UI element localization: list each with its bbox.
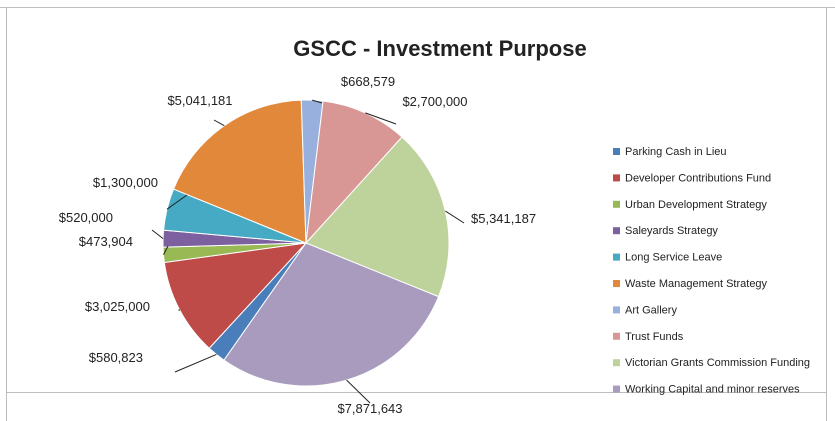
chart-border-right <box>826 7 827 421</box>
legend-swatch <box>613 359 620 367</box>
legend-swatch <box>613 280 620 287</box>
data-label-art-gallery: $668,579 <box>341 74 395 89</box>
leader-line-parking-cash-in-lieu <box>174 353 217 373</box>
legend-item-working-capital-and-minor-reserves: Working Capital and minor reserves <box>613 384 800 396</box>
data-label-working-capital-and-minor-reserves: $7,871,643 <box>337 401 402 416</box>
leader-line-art-gallery <box>312 99 323 104</box>
data-labels: $580,823 $3,025,000 $473,904 $520,000 $1,300… <box>59 74 536 416</box>
legend-item-victorian-grants-commission-funding: Victorian Grants Commission Funding <box>613 357 810 369</box>
chart-border-left <box>6 7 7 421</box>
data-label-parking-cash-in-lieu: $580,823 <box>89 350 143 365</box>
leader-line-victorian-grants-commission-funding <box>445 210 465 224</box>
data-label-trust-funds: $2,700,000 <box>402 94 467 109</box>
legend-label: Developer Contributions Fund <box>625 172 771 184</box>
data-label-urban-development-strategy: $473,904 <box>79 234 133 249</box>
legend-label: Long Service Leave <box>625 252 722 264</box>
legend-item-parking-cash-in-lieu: Parking Cash in Lieu <box>613 146 727 158</box>
legend-item-urban-development-strategy: Urban Development Strategy <box>613 199 767 211</box>
pie-slice-developer-contributions-fund <box>163 242 308 349</box>
leader-line-trust-funds <box>365 112 397 125</box>
data-label-victorian-grants-commission-funding: $5,341,187 <box>471 211 536 226</box>
legend-item-saleyards-strategy: Saleyards Strategy <box>613 225 718 237</box>
pie-slices <box>162 99 450 387</box>
legend-item-art-gallery: Art Gallery <box>613 304 677 316</box>
legend-swatch <box>613 148 620 155</box>
legend-swatch <box>613 200 620 208</box>
legend-item-developer-contributions-fund: Developer Contributions Fund <box>613 172 771 184</box>
legend-swatch <box>613 332 620 340</box>
legend-label: Parking Cash in Lieu <box>625 146 727 158</box>
chart-border-bottom <box>6 392 827 393</box>
leader-lines <box>151 99 465 404</box>
legend-swatch <box>613 174 620 182</box>
chart-title: GSCC - Investment Purpose <box>293 36 586 61</box>
chart-border-top <box>0 7 835 8</box>
legend-swatch <box>613 385 620 393</box>
legend-label: Victorian Grants Commission Funding <box>625 357 810 369</box>
leader-line-saleyards-strategy <box>151 229 164 239</box>
legend-swatch <box>613 306 620 314</box>
data-label-saleyards-strategy: $520,000 <box>59 210 113 225</box>
legend-label: Saleyards Strategy <box>625 225 718 237</box>
pie-slice-working-capital-and-minor-reserves <box>223 242 440 387</box>
legend-label: Trust Funds <box>625 331 684 343</box>
leader-line-waste-management-strategy <box>213 119 225 127</box>
legend-label: Urban Development Strategy <box>625 199 767 211</box>
data-label-developer-contributions-fund: $3,025,000 <box>85 299 150 314</box>
legend-item-trust-funds: Trust Funds <box>613 331 684 343</box>
pie-slice-waste-management-strategy <box>172 99 307 244</box>
data-label-waste-management-strategy: $5,041,181 <box>167 93 232 108</box>
legend-swatch <box>613 253 620 261</box>
pie-slice-victorian-grants-commission-funding <box>305 136 450 298</box>
legend-label: Art Gallery <box>625 304 677 316</box>
legend-item-long-service-leave: Long Service Leave <box>613 252 722 264</box>
data-label-long-service-leave: $1,300,000 <box>93 175 158 190</box>
leader-line-urban-development-strategy <box>163 245 169 256</box>
legend-item-waste-management-strategy: Waste Management Strategy <box>613 278 768 290</box>
legend: Parking Cash in Lieu Developer Contributi… <box>613 146 810 396</box>
leader-line-long-service-leave <box>166 194 188 210</box>
legend-swatch <box>613 227 620 235</box>
legend-label: Working Capital and minor reserves <box>625 384 800 396</box>
legend-label: Waste Management Strategy <box>625 278 768 290</box>
leader-line-working-capital-and-minor-reserves <box>346 379 371 404</box>
